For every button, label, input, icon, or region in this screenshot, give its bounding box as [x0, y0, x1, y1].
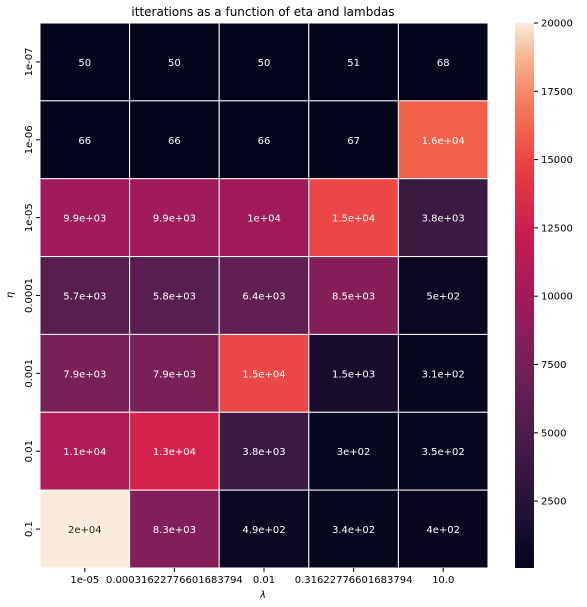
heatmap-cell	[308, 256, 399, 335]
y-tick-label: 0.0001	[24, 278, 35, 313]
cell-annotation: 66	[168, 136, 181, 147]
cell-annotation: 68	[437, 58, 450, 69]
y-tick-label: 1e-05	[24, 203, 35, 232]
x-tick-label: 0.01	[253, 575, 275, 586]
heatmap-cell	[308, 411, 399, 491]
heatmap-cell	[397, 333, 489, 413]
y-tick-label: 0.001	[24, 359, 35, 388]
y-tick-label: 1e-07	[24, 47, 35, 76]
heatmap-cell	[397, 411, 489, 491]
cell-annotation: 50	[258, 58, 271, 69]
colorbar-tick-label: 7500	[541, 360, 566, 371]
cell-annotation: 50	[78, 58, 91, 69]
cell-annotation: 4.9e+02	[242, 525, 285, 536]
cell-annotation: 1e+04	[247, 214, 281, 225]
heatmap-cell	[39, 489, 131, 569]
heatmap-cell	[397, 178, 489, 258]
cell-annotation: 8.3e+03	[153, 525, 196, 536]
colorbar-tick-label: 20000	[541, 19, 573, 30]
cell-annotation: 1.5e+04	[332, 214, 375, 225]
heatmap-cell	[129, 22, 220, 102]
cell-annotation: 1.6e+04	[422, 136, 465, 147]
cell-annotation: 3.8e+03	[242, 447, 285, 458]
heatmap-cell	[218, 178, 310, 258]
cell-annotation: 3.8e+03	[422, 214, 465, 225]
cell-annotation: 1.5e+03	[332, 369, 375, 380]
cell-annotation: 1.5e+04	[242, 369, 285, 380]
chart-title: itterations as a function of eta and lam…	[131, 5, 394, 19]
heatmap-cells: 50 50 50 51 68 66 66 66 67 1.6e+04 9.9e+03 9.9e+03 1…	[39, 22, 489, 569]
heatmap-cell	[397, 100, 489, 180]
heatmap-cell	[218, 333, 310, 413]
cell-annotation: 4e+02	[426, 525, 460, 536]
x-axis-ticks: 1e-05 0.00031622776601683794 0.01 0.3162277…	[70, 567, 454, 586]
y-tick-label: 0.1	[24, 521, 35, 537]
cell-annotation: 5.8e+03	[153, 291, 196, 302]
heatmap-cell	[218, 22, 310, 102]
cell-annotation: 3.5e+02	[422, 447, 465, 458]
cell-annotation: 7.9e+03	[63, 369, 106, 380]
heatmap-cell	[218, 256, 310, 335]
heatmap-cell	[397, 22, 489, 102]
heatmap-cell	[39, 333, 131, 413]
colorbar-tick-label: 10000	[541, 292, 573, 303]
cell-annotation: 66	[78, 136, 91, 147]
heatmap-cell	[308, 178, 399, 258]
cell-annotation: 67	[347, 136, 360, 147]
cell-annotation: 6.4e+03	[242, 291, 285, 302]
cell-annotation: 1.1e+04	[63, 447, 106, 458]
heatmap-cell	[218, 411, 310, 491]
y-axis-ticks: 1e-07 1e-06 1e-05 0.0001 0.001 0.01 0.1	[24, 47, 40, 537]
x-tick-label: 0.31622776601683794	[295, 575, 413, 586]
heatmap-cell	[39, 100, 131, 180]
cell-annotation: 2e+04	[68, 525, 102, 536]
x-axis-label: λ	[259, 590, 266, 601]
colorbar-tick-label: 12500	[541, 223, 573, 234]
heatmap-cell	[397, 489, 489, 569]
heatmap-cell	[397, 256, 489, 335]
y-tick-label: 1e-06	[24, 125, 35, 154]
heatmap-cell	[129, 178, 220, 258]
x-tick-label: 1e-05	[70, 575, 99, 586]
y-axis-label: η	[5, 292, 16, 298]
cell-annotation: 7.9e+03	[153, 369, 196, 380]
cell-annotation: 3.1e+02	[422, 369, 465, 380]
cell-annotation: 51	[347, 58, 360, 69]
colorbar-ticks: 2500 5000 7500 10000 12500 15000 17500 20000	[534, 19, 573, 508]
heatmap-cell	[129, 256, 220, 335]
cell-annotation: 5e+02	[426, 291, 460, 302]
cell-annotation: 66	[258, 136, 271, 147]
cell-annotation: 1.3e+04	[153, 447, 196, 458]
cell-annotation: 8.5e+03	[332, 291, 375, 302]
heatmap-cell	[129, 411, 220, 491]
heatmap-cell	[308, 22, 399, 102]
x-tick-label: 10.0	[432, 575, 454, 586]
colorbar-tick-label: 2500	[541, 497, 566, 508]
heatmap-cell	[39, 22, 131, 102]
x-tick-label: 0.00031622776601683794	[106, 575, 243, 586]
cell-annotation: 3e+02	[337, 447, 371, 458]
cell-annotation: 9.9e+03	[153, 214, 196, 225]
cell-annotation: 9.9e+03	[63, 214, 106, 225]
colorbar-tick-label: 5000	[541, 428, 566, 439]
cell-annotation: 5.7e+03	[63, 291, 106, 302]
colorbar	[515, 23, 534, 568]
heatmap-cell	[218, 100, 310, 180]
cell-annotation: 3.4e+02	[332, 525, 375, 536]
colorbar-tick-label: 15000	[541, 155, 573, 166]
colorbar-tick-label: 17500	[541, 87, 573, 98]
cell-annotation: 50	[168, 58, 181, 69]
heatmap-cell	[129, 333, 220, 413]
y-tick-label: 0.01	[24, 440, 35, 462]
